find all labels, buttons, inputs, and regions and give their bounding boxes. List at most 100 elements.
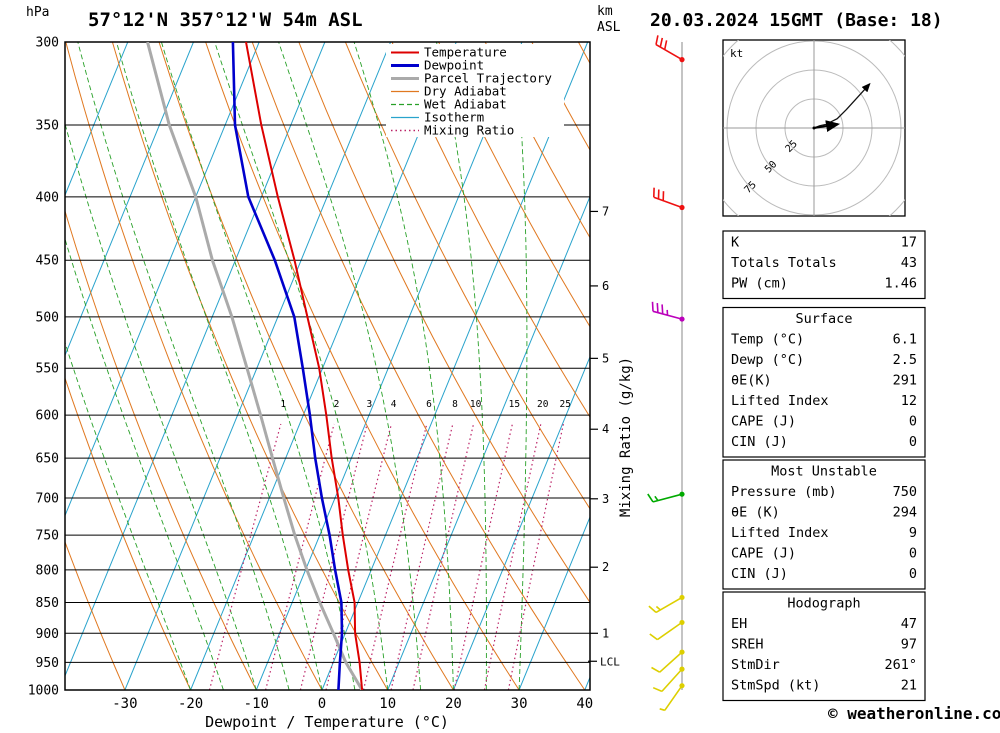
table-row-label: CIN (J) — [731, 566, 788, 582]
mixing-ratio-line — [362, 423, 428, 690]
isotherm-line — [124, 42, 392, 690]
table-row-value: 0 — [909, 566, 917, 582]
table-row-value: 9 — [909, 525, 917, 541]
temperature-curve — [245, 42, 364, 690]
isotherm-line — [65, 42, 129, 197]
table-row-value: 17 — [901, 235, 917, 251]
mixing-ratio-axis-label: Mixing Ratio (g/kg) — [618, 357, 634, 517]
temperature-tick-label: 0 — [318, 696, 326, 712]
hodograph-unit-label: kt — [730, 47, 743, 60]
km-tick-label: 5 — [602, 351, 609, 365]
dry-adiabat-line — [65, 540, 126, 690]
indices-tables: K 17 Totals Totals 43 PW (cm) 1.46 Surface Temp… — [722, 230, 926, 702]
legend-item-label: Temperature — [424, 45, 507, 60]
wet-adiabat-line — [353, 42, 454, 690]
km-tick-label: 2 — [602, 560, 609, 574]
mixing-ratio-value: 1 — [280, 399, 286, 410]
pressure-tick-label: 400 — [36, 190, 59, 205]
temperature-tick-label: -10 — [244, 696, 269, 712]
wind-level-dot — [679, 204, 685, 211]
temperature-tick-label: -30 — [112, 696, 137, 712]
altitude-unit-asl: ASL — [597, 20, 621, 35]
wind-barb — [659, 685, 683, 712]
table-row-label: K — [731, 235, 740, 251]
table-box — [722, 306, 926, 458]
mixing-ratio-value: 2 — [334, 399, 340, 410]
pressure-tick-label: 350 — [36, 118, 59, 133]
mixing-ratio-line — [325, 423, 392, 690]
storm-motion-vector — [813, 120, 841, 132]
dry-adiabat-line — [158, 42, 454, 690]
wind-level-dot — [679, 666, 685, 672]
temperature-tick-label: 40 — [576, 696, 593, 712]
pressure-tick-label: 300 — [36, 36, 59, 51]
table-row-label: CIN (J) — [731, 434, 788, 450]
table-row-value: 97 — [901, 637, 917, 653]
temperature-tick-label: 30 — [511, 696, 528, 712]
mixing-ratio-value: 15 — [509, 399, 520, 410]
wind-barb — [648, 596, 683, 614]
table-row-label: θE(K) — [731, 373, 772, 389]
pressure-tick-label: 900 — [36, 627, 59, 642]
mixing-ratio-line — [483, 423, 542, 690]
altitude-unit-km: km — [597, 4, 613, 19]
wind-barb — [652, 668, 683, 693]
table-row-value: 294 — [893, 505, 917, 521]
plot-border — [64, 41, 591, 691]
isotherm-line — [518, 515, 590, 690]
pressure-tick-label: 650 — [36, 452, 59, 467]
pressure-tick-label: 550 — [36, 362, 59, 377]
pressure-tick-label: 950 — [36, 656, 59, 671]
table-section-title: Most Unstable — [771, 464, 877, 480]
isotherm-line — [452, 355, 590, 690]
wind-level-dot — [679, 316, 685, 322]
mixing-ratio-layer: 1 2 3 4 6 8 10 15 20 25 — [208, 399, 571, 690]
table-row-label: StmDir — [731, 657, 780, 673]
isotherm-line — [255, 42, 523, 690]
mixing-ratio-line — [299, 423, 368, 690]
pressure-tick-label: 600 — [36, 409, 59, 424]
run-datetime: 20.03.2024 15GMT (Base: 18) — [650, 10, 943, 31]
wind-barb — [655, 35, 683, 61]
copyright-credit: © weatheronline.co.uk — [828, 704, 1000, 723]
mixing-ratio-line — [507, 423, 564, 690]
table-row-value: 47 — [901, 616, 917, 632]
table-row-label: CAPE (J) — [731, 546, 796, 562]
table-row-value: 1.46 — [884, 276, 917, 292]
table-box — [722, 591, 926, 702]
mixing-ratio-line — [265, 423, 335, 690]
temperature-tick-label: -20 — [178, 696, 203, 712]
wind-barb — [651, 651, 683, 673]
table-row-label: Totals Totals — [731, 255, 837, 271]
isotherm-line — [190, 42, 457, 690]
x-axis-label: Dewpoint / Temperature (°C) — [205, 713, 449, 731]
table-row-value: 21 — [901, 678, 917, 694]
dewpoint-curve — [231, 42, 344, 690]
table-row-value: 750 — [893, 484, 917, 500]
table-row-value: 291 — [893, 373, 917, 389]
pressure-tick-label: 750 — [36, 529, 59, 544]
table-box — [722, 459, 926, 590]
wet-adiabat-line — [65, 122, 257, 690]
isotherm-line — [387, 195, 590, 690]
table-section-title: Surface — [796, 311, 853, 327]
table-row-label: Temp (°C) — [731, 332, 804, 348]
isotherm-line — [65, 42, 326, 678]
wet-adiabat-line — [65, 341, 192, 690]
mixing-ratio-value: 3 — [367, 399, 373, 410]
dry-adiabat-line — [438, 42, 590, 328]
table-row-value: 0 — [909, 546, 917, 562]
isotherm-line — [65, 42, 260, 517]
km-tick-label: 1 — [602, 626, 609, 640]
wind-level-dot — [679, 594, 685, 601]
mixing-ratio-line — [208, 423, 282, 690]
table-row-value: 261° — [884, 657, 917, 673]
lcl-label: LCL — [600, 655, 620, 668]
mixing-ratio-value: 20 — [537, 399, 549, 410]
pressure-tick-label: 500 — [36, 310, 59, 325]
mixing-ratio-value: 8 — [452, 399, 458, 410]
wind-level-dot — [679, 619, 685, 626]
mixing-ratio-line — [453, 423, 513, 690]
legend-item-label: Wet Adiabat — [424, 97, 507, 112]
